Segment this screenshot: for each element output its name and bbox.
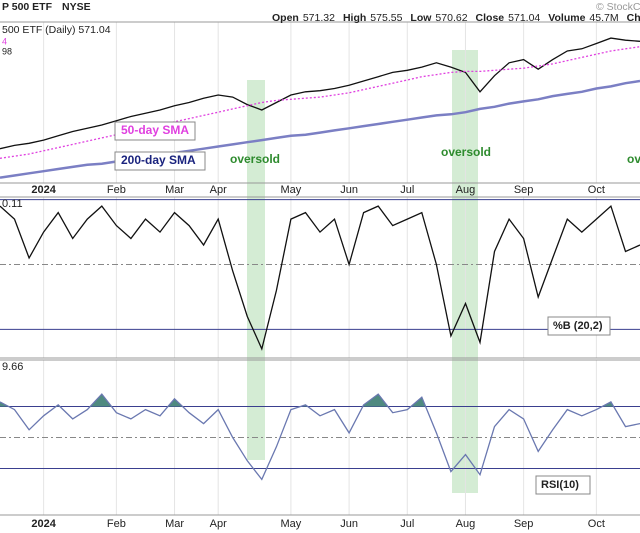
- x-tick-label: Apr: [210, 184, 227, 196]
- quote-value: 575.55: [370, 12, 402, 24]
- annotation: oversold: [627, 152, 640, 166]
- panel-label-box: [547, 316, 611, 336]
- quote-label: High: [343, 12, 366, 24]
- x-tick-label: Jul: [400, 184, 414, 196]
- x-tick-label: Apr: [210, 518, 227, 530]
- series-line: [0, 37, 640, 150]
- panel-label: RSI(10): [541, 479, 579, 491]
- legend-box: [114, 121, 196, 141]
- last-value: 9.66: [2, 361, 23, 373]
- x-tick-label: Jul: [400, 518, 414, 530]
- x-tick-label: Oct: [588, 518, 605, 530]
- quote-value: 570.62: [435, 12, 467, 24]
- panel-frames: [0, 21, 640, 516]
- x-tick-label: Aug: [456, 518, 476, 530]
- x-tick-label: Mar: [165, 518, 184, 530]
- symbol: P 500 ETF: [2, 1, 53, 13]
- legend-entry: 200-day SMA: [121, 153, 196, 167]
- panel-label: %B (20,2): [553, 320, 603, 332]
- quote-label: Close: [476, 12, 505, 24]
- exchange: NYSE: [62, 1, 91, 13]
- panel-title: 500 ETF (Daily) 571.04: [2, 24, 111, 36]
- x-tick-label: Jun: [340, 184, 358, 196]
- marks: [0, 37, 640, 481]
- annotation: oversold: [441, 145, 491, 159]
- series-line: [0, 204, 640, 351]
- x-tick-label: Aug: [456, 184, 476, 196]
- x-tick-label: May: [281, 184, 302, 196]
- sma-line: [0, 46, 640, 159]
- annotation: oversold: [230, 152, 280, 166]
- quote-value: 45.7M: [589, 12, 618, 24]
- quote-label: Low: [410, 12, 432, 24]
- x-tick-label: Sep: [514, 518, 534, 530]
- quote-label: Chg: [627, 12, 640, 24]
- oversold-band: [247, 80, 265, 460]
- x-tick-label: Feb: [107, 184, 126, 196]
- x-tick-label: 2024: [31, 518, 56, 530]
- legend-fragment: 4: [2, 36, 7, 46]
- sma-line: [0, 79, 640, 179]
- x-tick-label: Oct: [588, 184, 605, 196]
- x-tick-label: May: [281, 518, 302, 530]
- x-tick-label: Mar: [165, 184, 184, 196]
- x-tick-label: 2024: [31, 184, 56, 196]
- panel-label-box: [535, 475, 591, 495]
- quote-label: Volume: [548, 12, 585, 24]
- quote-value: 571.32: [303, 12, 335, 24]
- legend-box: [114, 151, 206, 171]
- x-tick-label: Sep: [514, 184, 534, 196]
- legend-fragment: 98: [2, 46, 12, 56]
- quote-label: Open: [272, 12, 299, 24]
- quote: Open 571.32 High 575.55 Low 570.62 Close 571.04…: [272, 12, 640, 24]
- copyright: © StockCh: [596, 1, 640, 13]
- series-line: [0, 393, 640, 481]
- legend-entry: 50-day SMA: [121, 123, 189, 137]
- last-value: 0.11: [2, 198, 23, 210]
- x-tick-label: Feb: [107, 518, 126, 530]
- quote-value: 571.04: [508, 12, 540, 24]
- x-tick-label: Jun: [340, 518, 358, 530]
